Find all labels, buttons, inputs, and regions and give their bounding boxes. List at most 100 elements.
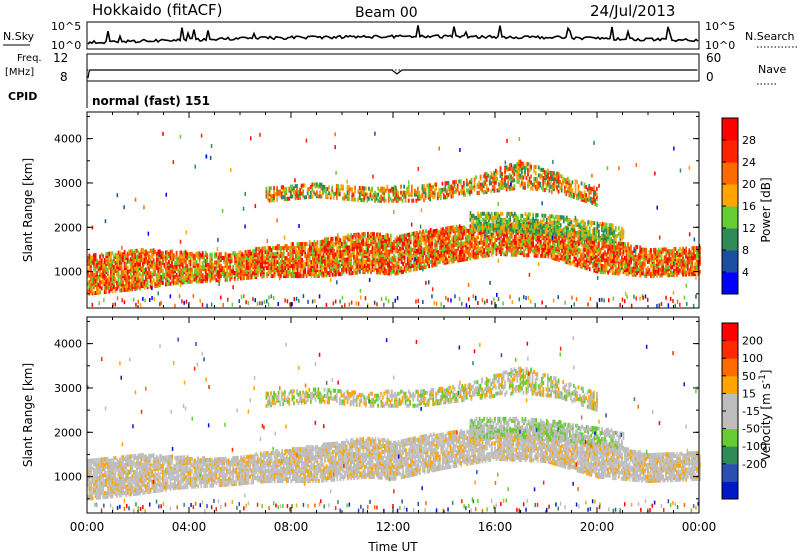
power-cell — [564, 255, 567, 260]
power-cell — [172, 257, 175, 262]
power-cell — [622, 261, 625, 266]
power-cell — [342, 235, 345, 240]
power-cell — [446, 246, 449, 251]
power-cell — [385, 233, 388, 238]
power-cell — [621, 251, 623, 256]
power-cell — [341, 242, 343, 246]
power-cell — [648, 250, 651, 255]
power-cell — [370, 249, 372, 254]
power-cell — [595, 245, 597, 250]
power-cell — [290, 264, 293, 269]
power-cell — [429, 249, 432, 254]
power-cell — [481, 234, 484, 239]
power-cell — [137, 258, 140, 263]
power-cell — [475, 249, 478, 254]
power-cell — [555, 246, 557, 251]
power-cell — [443, 229, 446, 233]
power-cell — [188, 252, 190, 257]
power-cell — [236, 276, 239, 281]
power-cell — [94, 265, 97, 270]
power-cell — [287, 246, 290, 251]
power-cell — [602, 252, 605, 257]
power-cell — [562, 245, 565, 250]
power-cell — [457, 232, 460, 237]
power-scatter-cells — [87, 131, 701, 308]
power-cell — [408, 268, 411, 273]
power-cell — [131, 283, 134, 288]
power-cell — [630, 256, 632, 261]
power-cell — [146, 251, 149, 256]
power-cell — [394, 245, 397, 250]
power-cell — [378, 196, 381, 201]
power-cell — [269, 270, 271, 275]
power-cell — [368, 257, 371, 262]
power-cell — [420, 232, 423, 236]
power-cell — [598, 257, 600, 262]
power-cell — [142, 267, 144, 272]
power-cell — [492, 248, 495, 253]
power-cell — [430, 185, 433, 190]
power-cell — [152, 258, 155, 263]
power-cell — [290, 184, 292, 189]
power-cell — [515, 240, 518, 245]
power-cell — [134, 284, 137, 289]
power-cell — [171, 273, 173, 278]
power-cell — [451, 225, 453, 230]
power-cell — [515, 244, 518, 249]
power-cell — [299, 242, 302, 247]
power-cell — [106, 251, 109, 256]
power-cell — [470, 177, 473, 182]
power-cell — [273, 190, 275, 194]
power-cell — [647, 266, 649, 270]
power-cell — [682, 262, 684, 267]
power-cell — [175, 256, 178, 261]
power-cell — [532, 231, 534, 236]
power-cell — [515, 236, 518, 241]
power-cell — [645, 271, 648, 276]
power-cell — [269, 260, 271, 265]
power-cell — [106, 267, 109, 272]
power-cell — [419, 258, 421, 263]
power-cell — [102, 262, 105, 267]
power-cell — [484, 253, 487, 258]
power-cell — [151, 280, 154, 285]
power-cell — [581, 262, 583, 267]
power-cell — [412, 255, 415, 260]
power-cell — [391, 265, 394, 270]
power-cell — [399, 246, 401, 251]
power-cell — [546, 242, 548, 247]
power-cell — [321, 239, 323, 244]
power-cell — [347, 267, 349, 272]
power-cell — [582, 247, 585, 252]
power-cell — [464, 247, 467, 252]
power-cell — [497, 228, 499, 232]
power-cell — [438, 245, 441, 250]
power-cell — [221, 266, 224, 270]
power-cell — [373, 268, 375, 273]
power-cell — [206, 262, 209, 267]
power-cell — [117, 276, 120, 281]
power-cell — [344, 267, 346, 272]
power-cell — [125, 281, 128, 286]
power-cell — [535, 235, 538, 240]
power-cell — [137, 272, 140, 277]
power-cell — [411, 232, 414, 236]
power-cell — [539, 253, 542, 258]
power-cell — [258, 254, 261, 259]
power-cell — [267, 196, 269, 201]
power-cell — [510, 252, 513, 257]
power-cell — [614, 257, 617, 262]
power-cell — [659, 267, 661, 272]
power-cell — [217, 260, 219, 265]
power-cell — [111, 251, 114, 256]
power-cell — [99, 276, 101, 281]
power-cell — [471, 250, 473, 255]
power-cell — [639, 249, 642, 254]
power-cell — [503, 252, 505, 257]
power-cell — [529, 241, 531, 246]
power-cell — [446, 181, 448, 186]
power-cell — [440, 253, 443, 258]
power-cell — [268, 186, 271, 191]
power-cell — [331, 248, 334, 253]
power-cell — [276, 197, 278, 202]
